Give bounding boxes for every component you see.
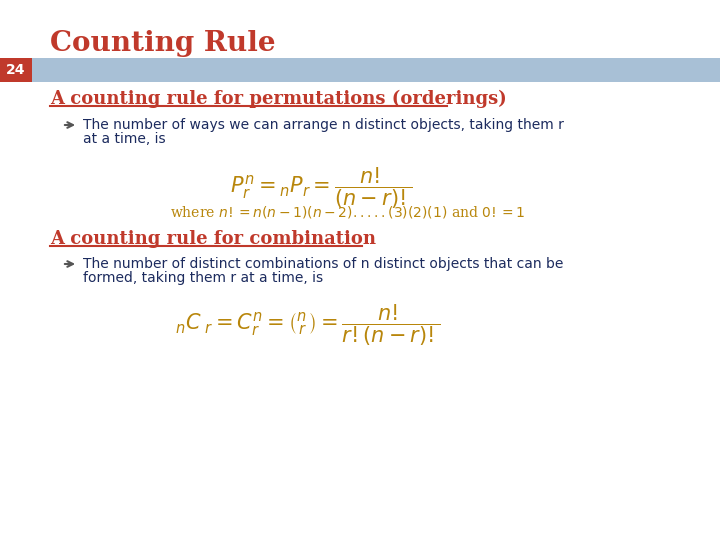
Text: 24: 24	[6, 63, 26, 77]
Text: where $n!=n(n-1)(n-2).....(3)(2)(1)$ and $0!=1$: where $n!=n(n-1)(n-2).....(3)(2)(1)$ and…	[170, 204, 526, 220]
Text: $P_r^n = {_n}P_r = \dfrac{n!}{(n-r)!}$: $P_r^n = {_n}P_r = \dfrac{n!}{(n-r)!}$	[230, 165, 413, 211]
Text: The number of ways we can arrange n distinct objects, taking them r: The number of ways we can arrange n dist…	[83, 118, 564, 132]
Text: formed, taking them r at a time, is: formed, taking them r at a time, is	[83, 271, 323, 285]
Text: Counting Rule: Counting Rule	[50, 30, 276, 57]
Text: at a time, is: at a time, is	[83, 132, 166, 146]
Text: ${_n}C_{\ r} = C_r^n = \binom{n}{r} = \dfrac{n!}{r!(n-r)!}$: ${_n}C_{\ r} = C_r^n = \binom{n}{r} = \d…	[175, 302, 441, 348]
FancyBboxPatch shape	[0, 58, 32, 82]
FancyBboxPatch shape	[32, 58, 720, 82]
Text: A counting rule for permutations (orderings): A counting rule for permutations (orderi…	[50, 90, 507, 108]
Text: A counting rule for combination: A counting rule for combination	[50, 230, 376, 248]
Text: The number of distinct combinations of n distinct objects that can be: The number of distinct combinations of n…	[83, 257, 563, 271]
